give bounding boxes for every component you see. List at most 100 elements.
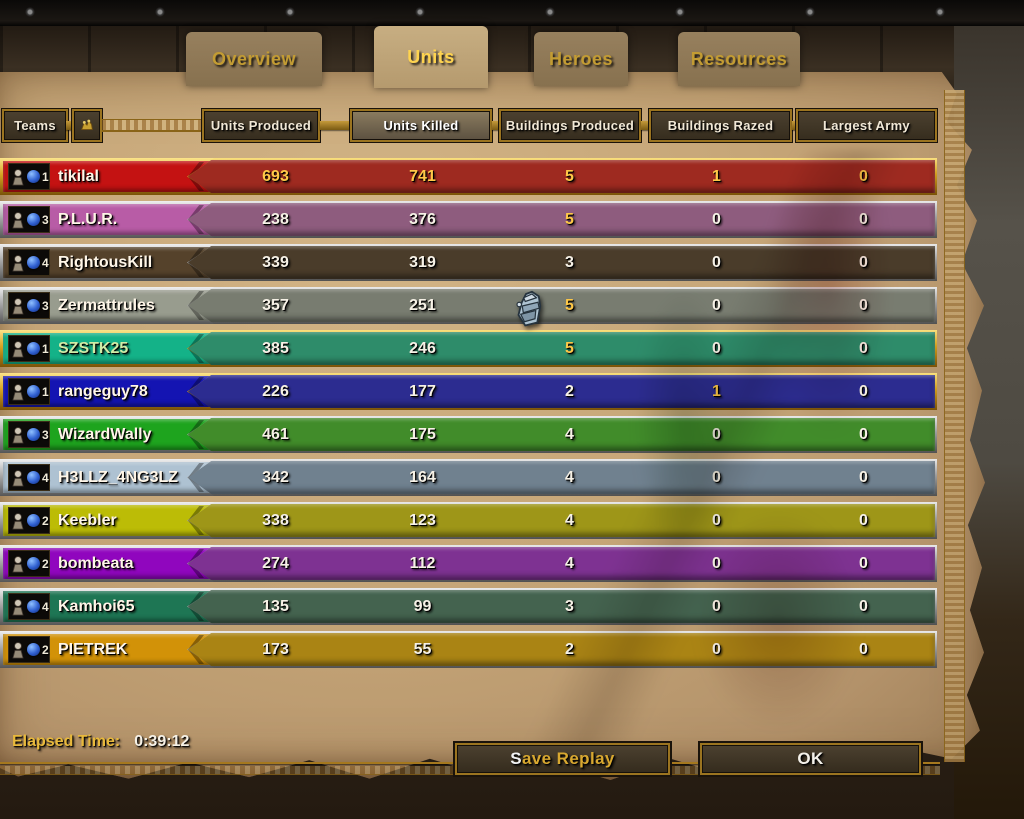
- ok-label: OK: [797, 749, 824, 768]
- column-buildings-razed[interactable]: Buildings Razed: [649, 109, 792, 142]
- player-nameplate: 2 bombeata: [0, 545, 214, 582]
- blue-orb-icon: [27, 299, 40, 312]
- player-nameplate: 4 RightousKill: [0, 244, 214, 281]
- stat-largest-army: 0: [859, 210, 868, 228]
- player-badge: 4: [8, 593, 50, 620]
- stat-buildings-produced: 4: [565, 554, 574, 572]
- player-badge: 3: [8, 206, 50, 233]
- connector: [792, 121, 796, 130]
- stat-buildings-razed: 0: [712, 640, 721, 658]
- save-replay-hotkey: S: [510, 749, 522, 768]
- stat-buildings-produced: 3: [565, 597, 574, 615]
- peasant-icon: [11, 469, 25, 487]
- stat-buildings-razed: 1: [712, 382, 721, 400]
- stat-units-produced: 238: [262, 210, 289, 228]
- stat-largest-army: 0: [859, 167, 868, 185]
- blue-orb-icon: [27, 643, 40, 656]
- team-number: 1: [42, 169, 49, 184]
- stat-buildings-razed: 0: [712, 253, 721, 271]
- player-badge: 3: [8, 292, 50, 319]
- player-row[interactable]: 135 99 3 0 0 4 Kamhoi65: [0, 588, 937, 625]
- tab-resources[interactable]: Resources: [678, 32, 800, 86]
- player-nameplate: 3 Zermattrules: [0, 287, 214, 324]
- stat-largest-army: 0: [859, 597, 868, 615]
- team-number: 1: [42, 341, 49, 356]
- player-nameplate: 2 Keebler: [0, 502, 214, 539]
- blue-orb-icon: [27, 256, 40, 269]
- player-row[interactable]: 342 164 4 0 0 4 H3LLZ_4NG3LZ: [0, 459, 937, 496]
- stat-buildings-razed: 0: [712, 339, 721, 357]
- peasant-icon: [11, 297, 25, 315]
- share-stats-button[interactable]: [72, 109, 102, 142]
- stat-units-produced: 173: [262, 640, 289, 658]
- stat-buildings-produced: 5: [565, 167, 574, 185]
- player-row[interactable]: 238 376 5 0 0 3 P.L.U.R.: [0, 201, 937, 238]
- player-nameplate: 3 P.L.U.R.: [0, 201, 214, 238]
- column-units-produced[interactable]: Units Produced: [202, 109, 320, 142]
- player-badge: 4: [8, 249, 50, 276]
- teams-button[interactable]: Teams: [2, 109, 68, 142]
- blue-orb-icon: [27, 471, 40, 484]
- player-table: 693 741 5 1 0 1 tikilal: [0, 158, 937, 670]
- player-name: SZSTK25: [58, 339, 129, 357]
- stat-units-produced: 342: [262, 468, 289, 486]
- stat-buildings-razed: 0: [712, 425, 721, 443]
- player-nameplate: 4 Kamhoi65: [0, 588, 214, 625]
- team-number: 3: [42, 298, 49, 313]
- team-number: 4: [42, 255, 49, 270]
- player-row[interactable]: 226 177 2 1 0 1 rangeguy78: [0, 373, 937, 410]
- column-largest-army[interactable]: Largest Army: [796, 109, 937, 142]
- player-row[interactable]: 461 175 4 0 0 3 WizardWally: [0, 416, 937, 453]
- player-row[interactable]: 173 55 2 0 0 2 PIETREK: [0, 631, 937, 668]
- player-nameplate: 1 tikilal: [0, 158, 214, 195]
- blue-orb-icon: [27, 342, 40, 355]
- stat-units-produced: 226: [262, 382, 289, 400]
- player-row[interactable]: 357 251 5 0 0 3 Zermattrules: [0, 287, 937, 324]
- player-name: Keebler: [58, 511, 117, 529]
- player-nameplate: 2 PIETREK: [0, 631, 214, 668]
- tab-units[interactable]: Units: [374, 26, 488, 88]
- blue-orb-icon: [27, 428, 40, 441]
- player-row[interactable]: 339 319 3 0 0 4 RightousKill: [0, 244, 937, 281]
- peasant-icon: [11, 211, 25, 229]
- player-name: rangeguy78: [58, 382, 148, 400]
- player-name: Kamhoi65: [58, 597, 135, 615]
- peasant-icon: [11, 598, 25, 616]
- blue-orb-icon: [27, 557, 40, 570]
- player-row[interactable]: 338 123 4 0 0 2 Keebler: [0, 502, 937, 539]
- ok-button[interactable]: OK: [700, 743, 921, 775]
- stat-buildings-produced: 3: [565, 253, 574, 271]
- ornate-border-strip: [944, 90, 965, 762]
- player-name: RightousKill: [58, 253, 153, 271]
- player-row[interactable]: 274 112 4 0 0 2 bombeata: [0, 545, 937, 582]
- stat-units-produced: 274: [262, 554, 289, 572]
- tab-heroes[interactable]: Heroes: [534, 32, 628, 86]
- tab-overview[interactable]: Overview: [186, 32, 322, 86]
- peasant-icon: [11, 555, 25, 573]
- column-label: Units Killed: [383, 118, 459, 133]
- stat-units-killed: 177: [409, 382, 436, 400]
- stat-units-produced: 339: [262, 253, 289, 271]
- team-number: 3: [42, 427, 49, 442]
- elapsed-time-value: 0:39:12: [134, 733, 190, 750]
- peasant-icon: [11, 340, 25, 358]
- elapsed-time: Elapsed Time: 0:39:12: [12, 733, 189, 751]
- column-label: Units Produced: [210, 118, 312, 133]
- player-nameplate: 1 rangeguy78: [0, 373, 214, 410]
- column-buildings-produced[interactable]: Buildings Produced: [499, 109, 641, 142]
- peasant-icon: [11, 641, 25, 659]
- stat-units-killed: 123: [409, 511, 436, 529]
- blue-orb-icon: [27, 170, 40, 183]
- blue-orb-icon: [27, 213, 40, 226]
- player-row[interactable]: 385 246 5 0 0 1 SZSTK25: [0, 330, 937, 367]
- player-badge: 1: [8, 335, 50, 362]
- peasant-icon: [11, 512, 25, 530]
- column-units-killed[interactable]: Units Killed: [350, 109, 492, 142]
- stat-largest-army: 0: [859, 425, 868, 443]
- team-number: 2: [42, 513, 49, 528]
- stat-buildings-produced: 5: [565, 296, 574, 314]
- stat-largest-army: 0: [859, 382, 868, 400]
- stat-units-killed: 112: [409, 554, 436, 572]
- player-row[interactable]: 693 741 5 1 0 1 tikilal: [0, 158, 937, 195]
